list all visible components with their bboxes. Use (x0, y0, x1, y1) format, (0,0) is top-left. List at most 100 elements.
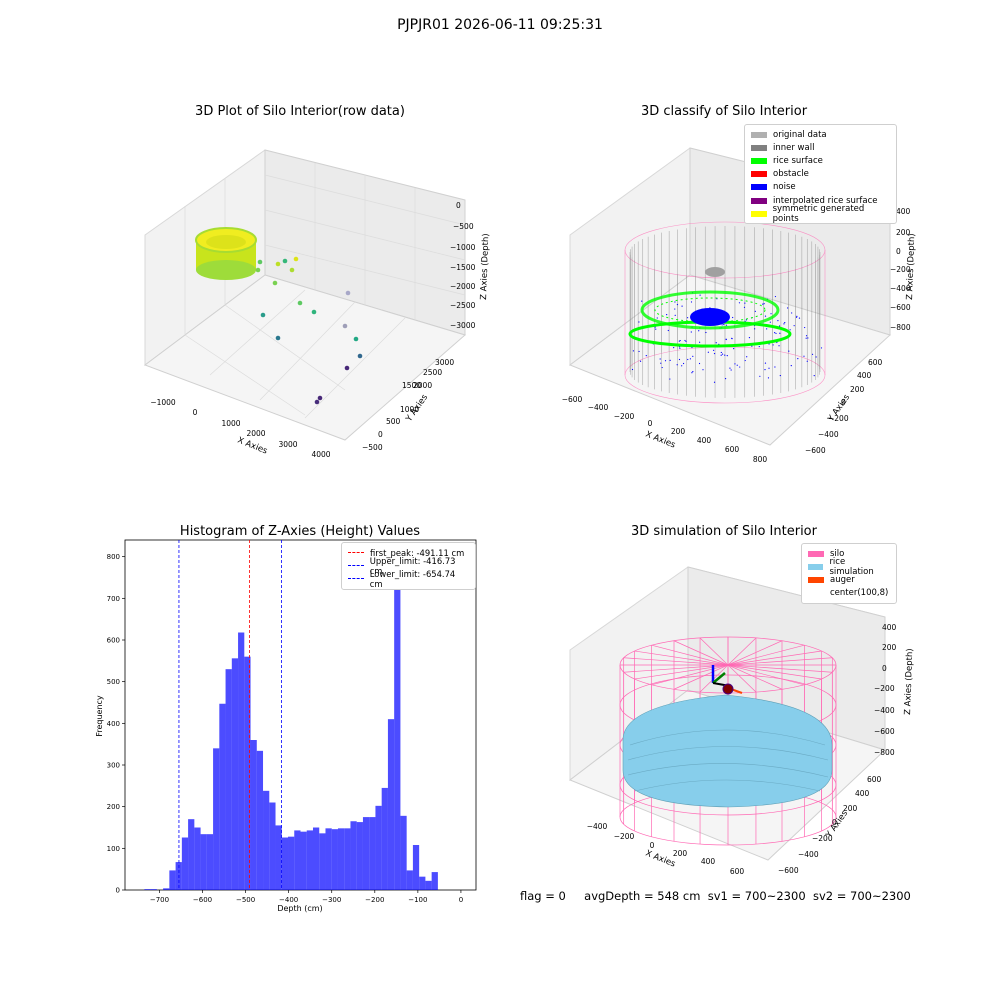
histogram-x-tick-label: −500 (236, 896, 255, 904)
noise-point (763, 303, 765, 305)
histogram-y-tick-label: 700 (107, 595, 120, 603)
panel1-z-tick: −500 (453, 222, 474, 231)
silo-roof-spoke (623, 664, 729, 673)
histogram-y-tick-label: 100 (107, 845, 120, 853)
legend-entry: Lower_limit: -654.74 cm (348, 569, 469, 589)
avgdepth-text: avgDepth = 548 cm (584, 889, 701, 903)
panel2-z-tick: −800 (890, 323, 911, 332)
panel4-x-ticks: −400 −200 0 200 400 600 (587, 822, 745, 876)
noise-point (764, 362, 767, 364)
panel2-y-tick: 400 (857, 371, 872, 380)
histogram-bar (425, 880, 432, 890)
noise-point (754, 310, 756, 312)
histogram-bar (387, 719, 395, 890)
noise-point (730, 369, 732, 371)
silo-roof-spoke (727, 664, 822, 680)
legend-swatch (751, 171, 767, 178)
panel2-x-tick: −600 (562, 395, 583, 404)
noise-point (804, 326, 806, 329)
panel4-z-tick: −600 (874, 727, 895, 736)
silo-roof-spoke (727, 637, 757, 666)
histogram-x-tick-label: −600 (193, 896, 212, 904)
panel1-y-tick: 1000 (400, 405, 419, 414)
legend-entry: original data (751, 128, 890, 141)
histogram-y-tick-label: 800 (107, 553, 120, 561)
noise-point (669, 378, 671, 380)
noise-point (678, 340, 680, 342)
histogram-bar (375, 805, 382, 890)
noise-point (713, 352, 716, 355)
noise-point (720, 354, 722, 356)
noise-point (811, 353, 814, 355)
panel4-y-tick: 600 (867, 775, 882, 784)
noise-point (645, 355, 647, 357)
panel1-y-ticks: −500 0 500 1000 1500 2000 2500 3000 (362, 358, 454, 452)
panel1-x-ticks: −1000 0 1000 2000 3000 4000 (150, 398, 330, 459)
noise-point (778, 345, 780, 347)
histogram-bar (419, 876, 426, 890)
noise-point (778, 325, 781, 327)
histogram-y-tick-label: 600 (107, 637, 120, 645)
histogram-y-tick-label: 200 (107, 803, 120, 811)
legend-swatch (808, 590, 824, 596)
noise-point (673, 347, 675, 349)
panel4-y-tick: −200 (812, 834, 833, 843)
panel4-y-ticks: −600 −400 −200 0 200 400 600 (778, 775, 882, 875)
panel4-x-tick: −400 (587, 822, 608, 831)
histogram-x-tick-label: −100 (408, 896, 427, 904)
legend-entry: center(100,8) (808, 587, 890, 600)
noise-point (725, 338, 727, 340)
noise-point (682, 362, 685, 365)
noise-point (813, 374, 815, 377)
noise-point (775, 332, 777, 335)
histogram-ylabel: Frequency (95, 695, 104, 737)
noise-point (729, 367, 731, 369)
panel4-x-tick: 400 (701, 857, 716, 866)
noise-point (664, 360, 667, 362)
silo-roof-spoke (727, 664, 833, 673)
noise-point (769, 321, 771, 323)
panel2-y-ticks: −600 −400 −200 0 200 400 600 (805, 358, 883, 455)
noise-point (724, 354, 726, 356)
legend-swatch (808, 576, 824, 583)
panel1-y-tick: −500 (362, 443, 383, 452)
panel2-zlabel: Z Axies (Depth) (905, 233, 917, 300)
legend-label: inner wall (773, 142, 815, 153)
noise-point (783, 323, 785, 325)
histogram-bar (337, 828, 345, 890)
panel2-z-tick: 200 (896, 228, 911, 237)
noise-point (686, 317, 689, 319)
histogram-bar (325, 828, 332, 890)
panel2-y-tick: 200 (850, 385, 865, 394)
legend-label: noise (773, 182, 796, 193)
panel1-z-tick: 0 (456, 201, 461, 210)
legend-entry: symmetric generated points (751, 204, 890, 224)
noise-point (713, 349, 715, 351)
noise-point (692, 355, 694, 357)
panel1-zlabel: Z Axies (Depth) (479, 233, 491, 300)
noise-point (726, 355, 728, 357)
legend-entry: Upper_limit: -416.73 cm (348, 556, 469, 576)
panel1-z-ticks: 0 −500 −1000 −1500 −2000 −2500 −3000 (450, 201, 476, 330)
legend-label: first_peak: -491.11 cm (370, 547, 465, 558)
panel1-y-tick: 2000 (413, 381, 432, 390)
panel2-z-tick: −400 (890, 284, 911, 293)
panel1-title: 3D Plot of Silo Interior(row data) (195, 104, 405, 119)
legend-swatch (751, 131, 767, 138)
panel2-x-ticks: −600 −400 −200 0 200 400 600 800 (562, 395, 768, 464)
noise-point (674, 308, 676, 310)
panel1-y-tick: 3000 (435, 358, 454, 367)
histogram-bar (250, 740, 257, 890)
panel1-y-tick: 2500 (423, 368, 442, 377)
histogram-bar (412, 845, 420, 890)
noise-point (805, 335, 808, 337)
legend-label: Lower_limit: -654.74 cm (369, 568, 456, 589)
panel4-3d-simulation: −400 −200 0 200 400 600 X Axies −600 −40… (568, 566, 915, 876)
panel2-x-tick: 600 (725, 445, 740, 454)
noise-point (631, 368, 634, 371)
histogram-bar (163, 888, 170, 890)
panel2-x-tick: 0 (648, 419, 653, 428)
noise-point (779, 374, 781, 377)
legend-swatch (751, 210, 767, 217)
panel4-rice-simulation (622, 694, 833, 808)
